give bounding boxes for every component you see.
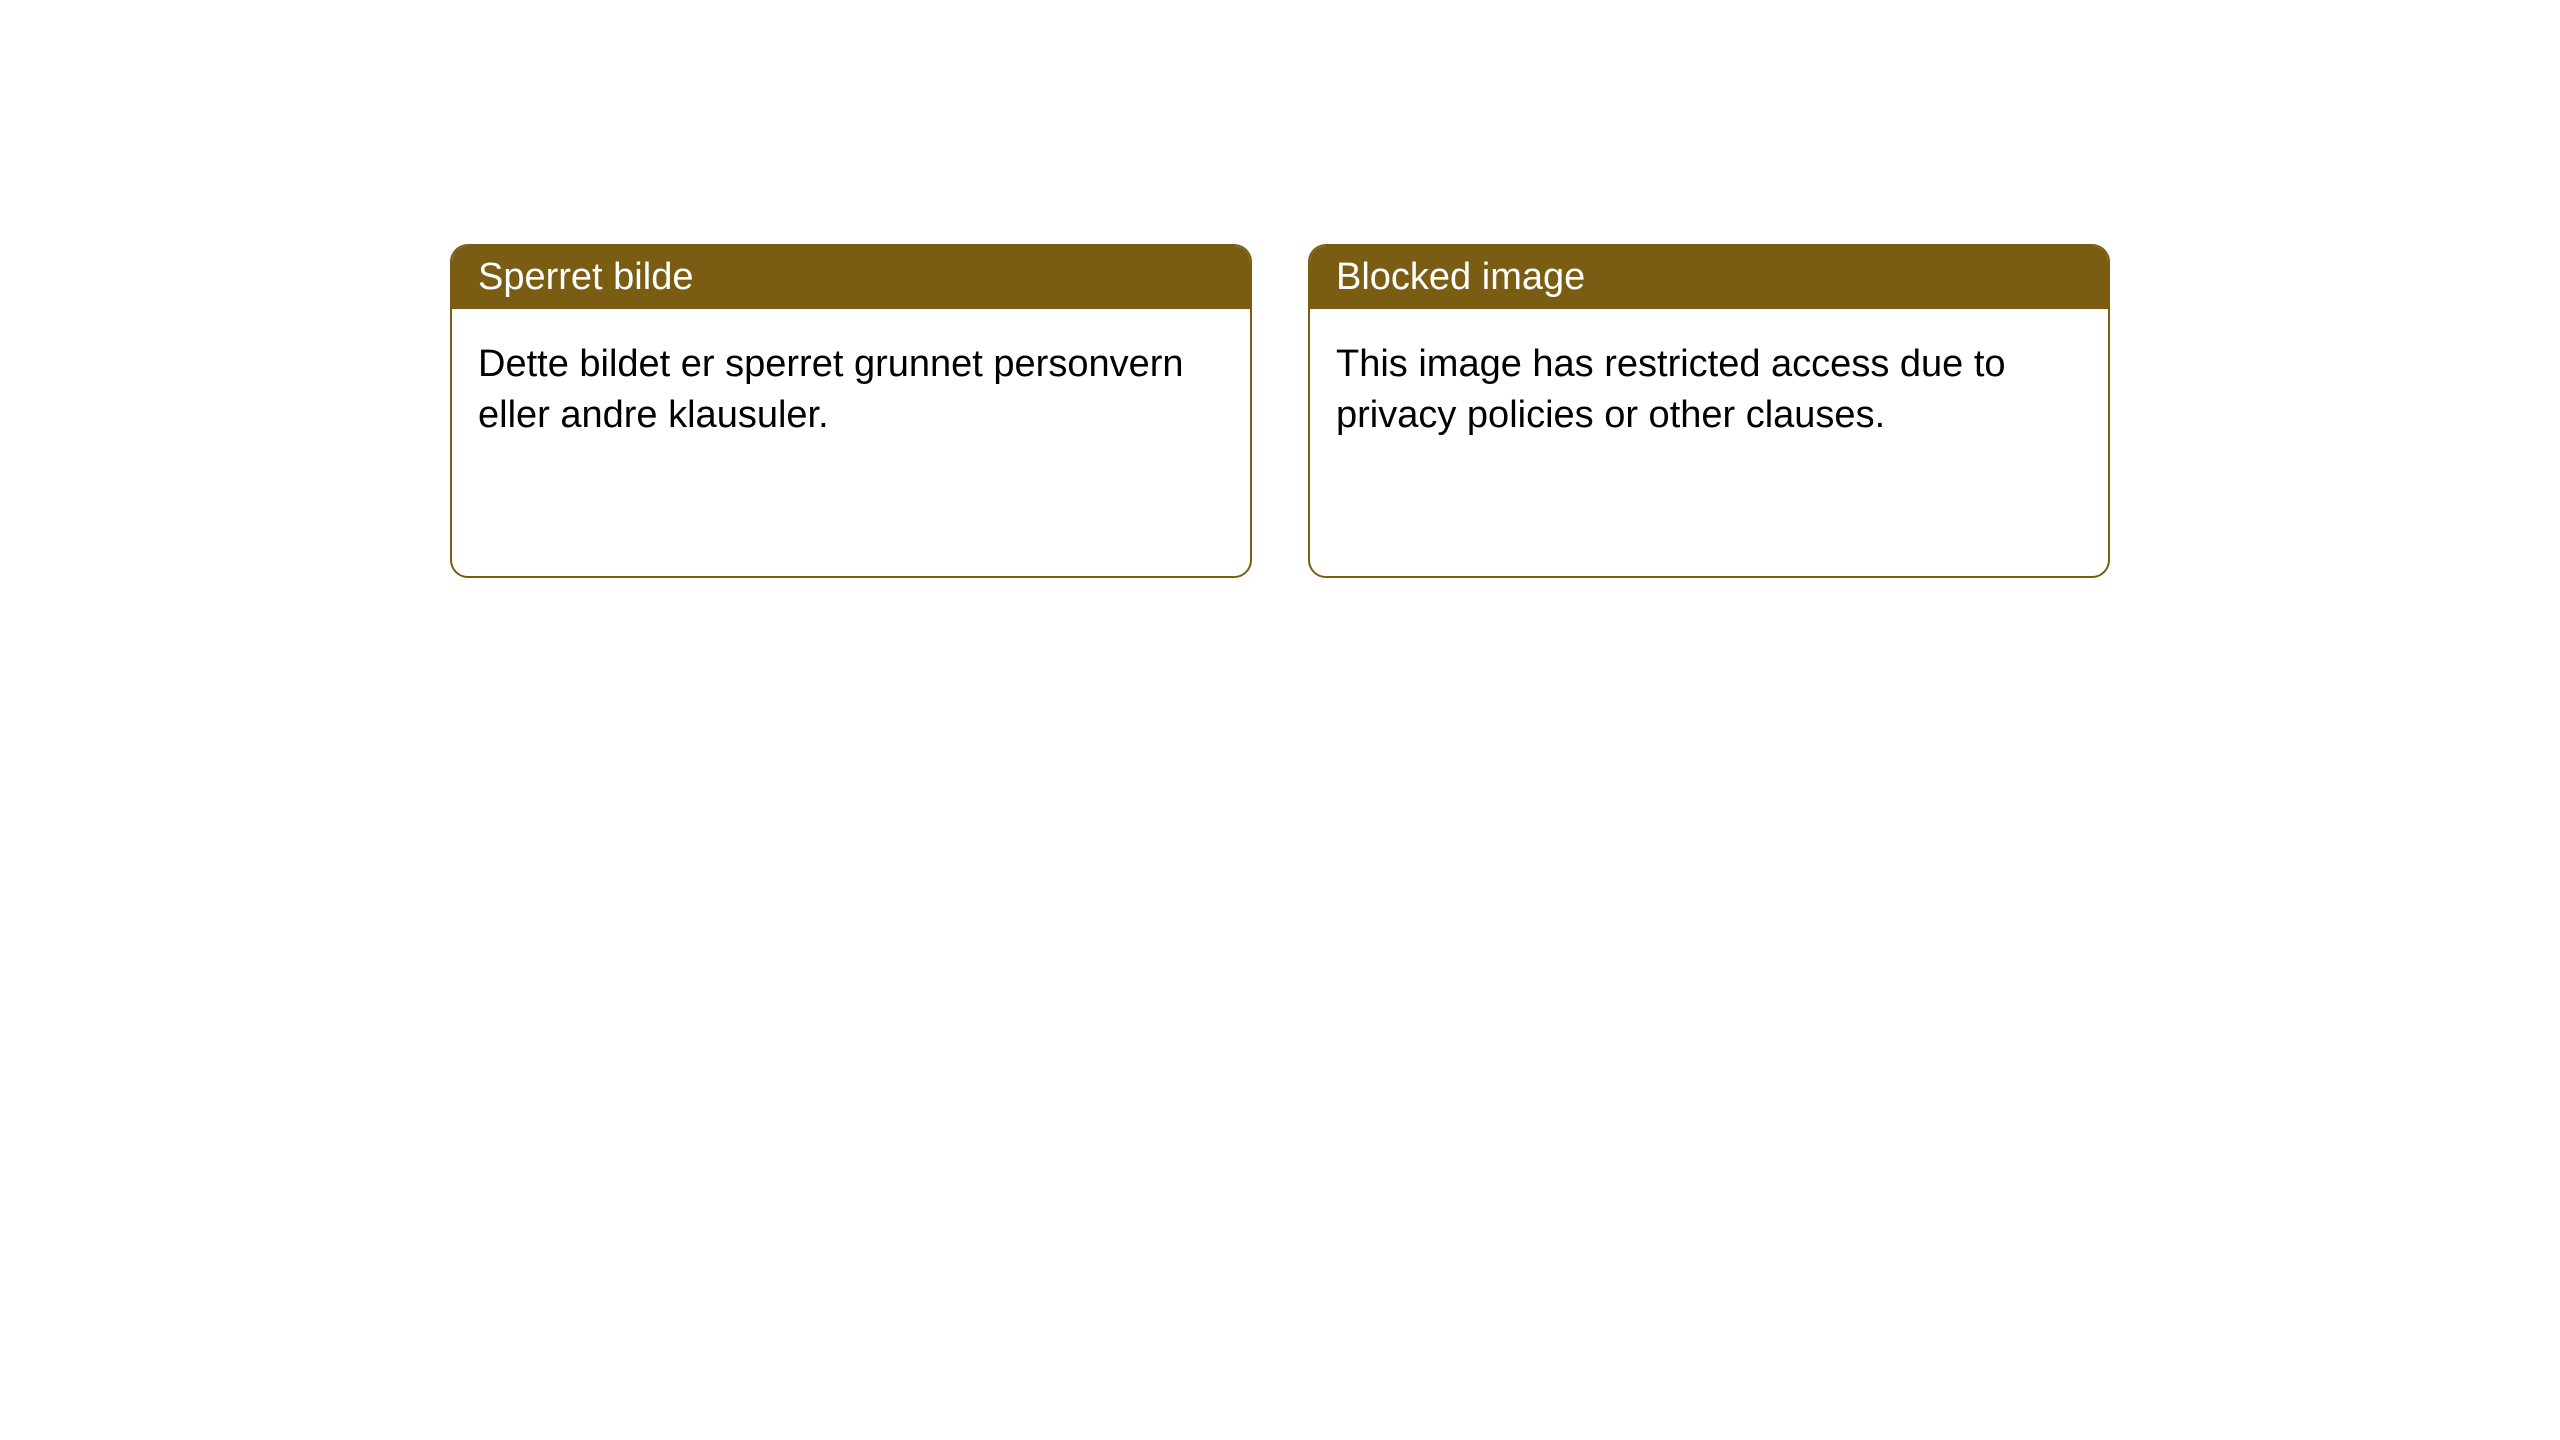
card-title: Sperret bilde — [478, 256, 693, 298]
notice-card-norwegian: Sperret bilde Dette bildet er sperret gr… — [450, 244, 1252, 578]
notice-cards-container: Sperret bilde Dette bildet er sperret gr… — [0, 0, 2560, 578]
card-header: Sperret bilde — [452, 246, 1250, 309]
card-header: Blocked image — [1310, 246, 2108, 309]
card-body: Dette bildet er sperret grunnet personve… — [452, 309, 1250, 472]
card-title: Blocked image — [1336, 256, 1585, 298]
notice-card-english: Blocked image This image has restricted … — [1308, 244, 2110, 578]
card-body: This image has restricted access due to … — [1310, 309, 2108, 472]
card-body-text: This image has restricted access due to … — [1336, 343, 2006, 436]
card-body-text: Dette bildet er sperret grunnet personve… — [478, 343, 1184, 436]
